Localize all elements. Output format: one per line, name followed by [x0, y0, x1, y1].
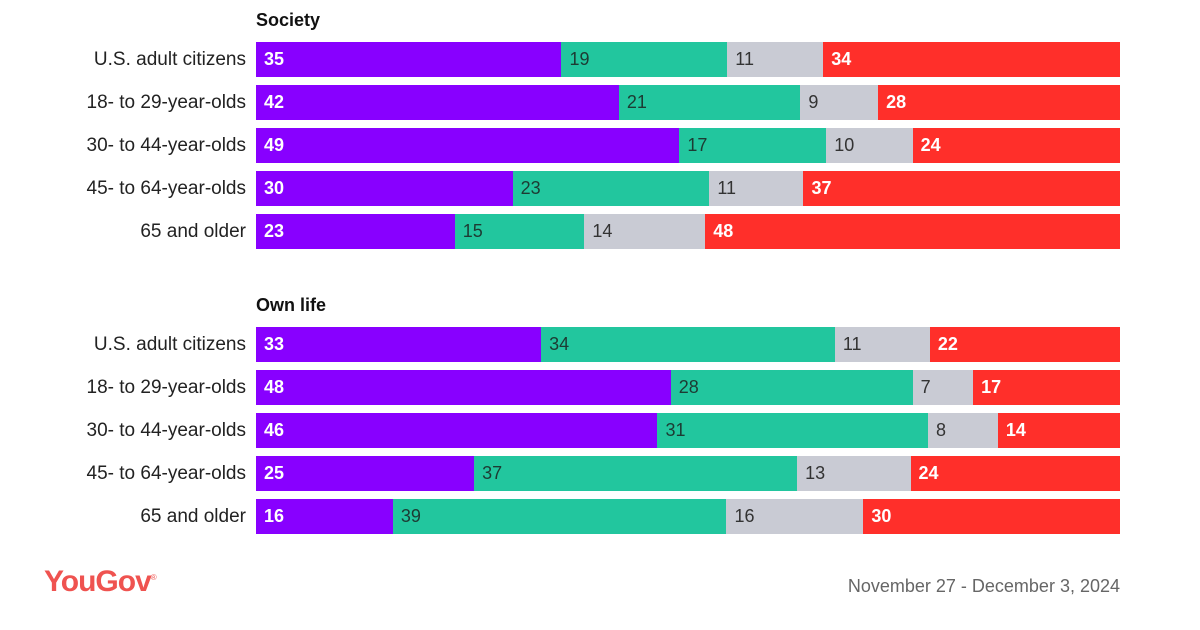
bar-segment: 28 — [670, 370, 914, 405]
bar-segment: 25 — [256, 456, 475, 491]
bar-segment: 21 — [618, 85, 801, 120]
bar-segment: 39 — [392, 499, 727, 534]
bar-segment: 22 — [929, 327, 1121, 362]
bar-segment: 14 — [584, 214, 706, 249]
bar-segment: 24 — [910, 456, 1121, 491]
bar-segment: 46 — [256, 413, 658, 448]
row-label: 65 and older — [140, 221, 246, 242]
bar-segment: 10 — [826, 128, 914, 163]
bar-segment: 14 — [997, 413, 1121, 448]
bar-segment: 8 — [928, 413, 999, 448]
bar-segment: 34 — [541, 327, 836, 362]
bar-segment: 30 — [256, 171, 514, 206]
bar-segment: 15 — [454, 214, 585, 249]
bar-segment: 11 — [834, 327, 931, 362]
bar-segment: 28 — [878, 85, 1121, 120]
bar-segment: 49 — [256, 128, 680, 163]
panel-title: Society — [256, 10, 321, 30]
bar-segment: 7 — [912, 370, 974, 405]
bar-segment: 23 — [512, 171, 710, 206]
bar-segment: 30 — [863, 499, 1121, 534]
row-label: U.S. adult citizens — [93, 334, 246, 355]
row-label: 30- to 44-year-olds — [86, 420, 246, 441]
bar-segment: 16 — [256, 499, 394, 534]
bar-segment: 37 — [803, 171, 1121, 206]
bar-segment: 17 — [679, 128, 827, 163]
row-label: 18- to 29-year-olds — [86, 92, 246, 113]
bar-segment: 23 — [256, 214, 456, 249]
row-label: 45- to 64-year-olds — [86, 463, 246, 484]
panel-title: Own life — [256, 295, 327, 315]
row-label: 65 and older — [140, 506, 246, 527]
bar-segment: 48 — [705, 214, 1121, 249]
bar-segment: 19 — [561, 42, 728, 77]
bar-segment: 24 — [912, 128, 1121, 163]
bar-segment: 34 — [823, 42, 1121, 77]
bar-segment: 11 — [727, 42, 824, 77]
row-label: U.S. adult citizens — [93, 49, 246, 70]
bar-segment: 33 — [256, 327, 542, 362]
bar-segment: 17 — [973, 370, 1121, 405]
bar-segment: 37 — [474, 456, 798, 491]
bar-segment: 11 — [709, 171, 804, 206]
date-range: November 27 - December 3, 2024 — [847, 576, 1120, 596]
row-label: 18- to 29-year-olds — [86, 377, 246, 398]
bar-segment: 31 — [657, 413, 929, 448]
bar-segment: 9 — [800, 85, 879, 120]
bar-segment: 42 — [256, 85, 620, 120]
bar-segment: 35 — [256, 42, 562, 77]
yougov-logo: YouGov® — [44, 565, 157, 598]
bar-segment: 48 — [256, 370, 672, 405]
bar-segment: 16 — [726, 499, 864, 534]
bar-segment: 13 — [797, 456, 912, 491]
row-label: 45- to 64-year-olds — [86, 178, 246, 199]
row-label: 30- to 44-year-olds — [86, 135, 246, 156]
